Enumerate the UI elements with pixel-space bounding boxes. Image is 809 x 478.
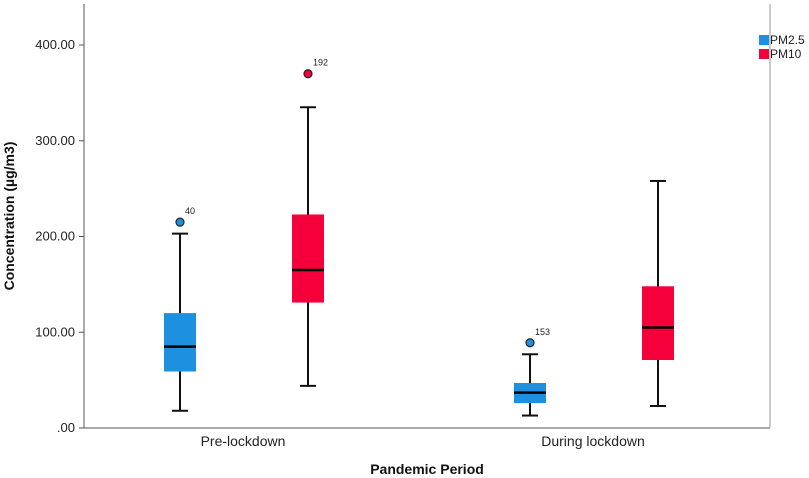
box-pm10-0: 192 [292,58,328,387]
legend-swatch [759,49,769,59]
iqr-box [164,313,196,372]
y-ticks: .00 100.00 200.00 300.00 400.00 [35,37,84,435]
x-category-label: During lockdown [541,433,645,449]
x-axis-title: Pandemic Period [370,461,484,477]
outlier-point [303,69,313,79]
legend-label: PM10 [770,47,802,61]
box-pm25-1: 153 [514,327,550,417]
iqr-box [292,214,324,303]
axes [83,4,771,429]
y-tick-label: 400.00 [35,37,75,52]
y-axis-title: Concentration (µg/m3) [1,142,17,291]
y-tick-label: 200.00 [35,229,75,244]
outlier-point [525,338,535,348]
outlier-point [175,217,185,227]
x-category-label: Pre-lockdown [201,433,286,449]
box-pm10-1 [642,179,674,407]
outlier-label: 40 [185,206,195,216]
legend-label: PM2.5 [770,33,805,47]
legend-swatch [759,35,769,45]
y-tick-label: .00 [57,420,75,435]
iqr-box [642,286,674,361]
y-tick-label: 300.00 [35,133,75,148]
x-categories: Pre-lockdown During lockdown [201,433,645,449]
boxes: 40 153 192 [164,58,674,417]
y-tick-label: 100.00 [35,324,75,339]
outlier-label: 192 [313,58,328,68]
outlier-label: 153 [535,327,550,337]
box-pm25-0: 40 [164,206,196,412]
